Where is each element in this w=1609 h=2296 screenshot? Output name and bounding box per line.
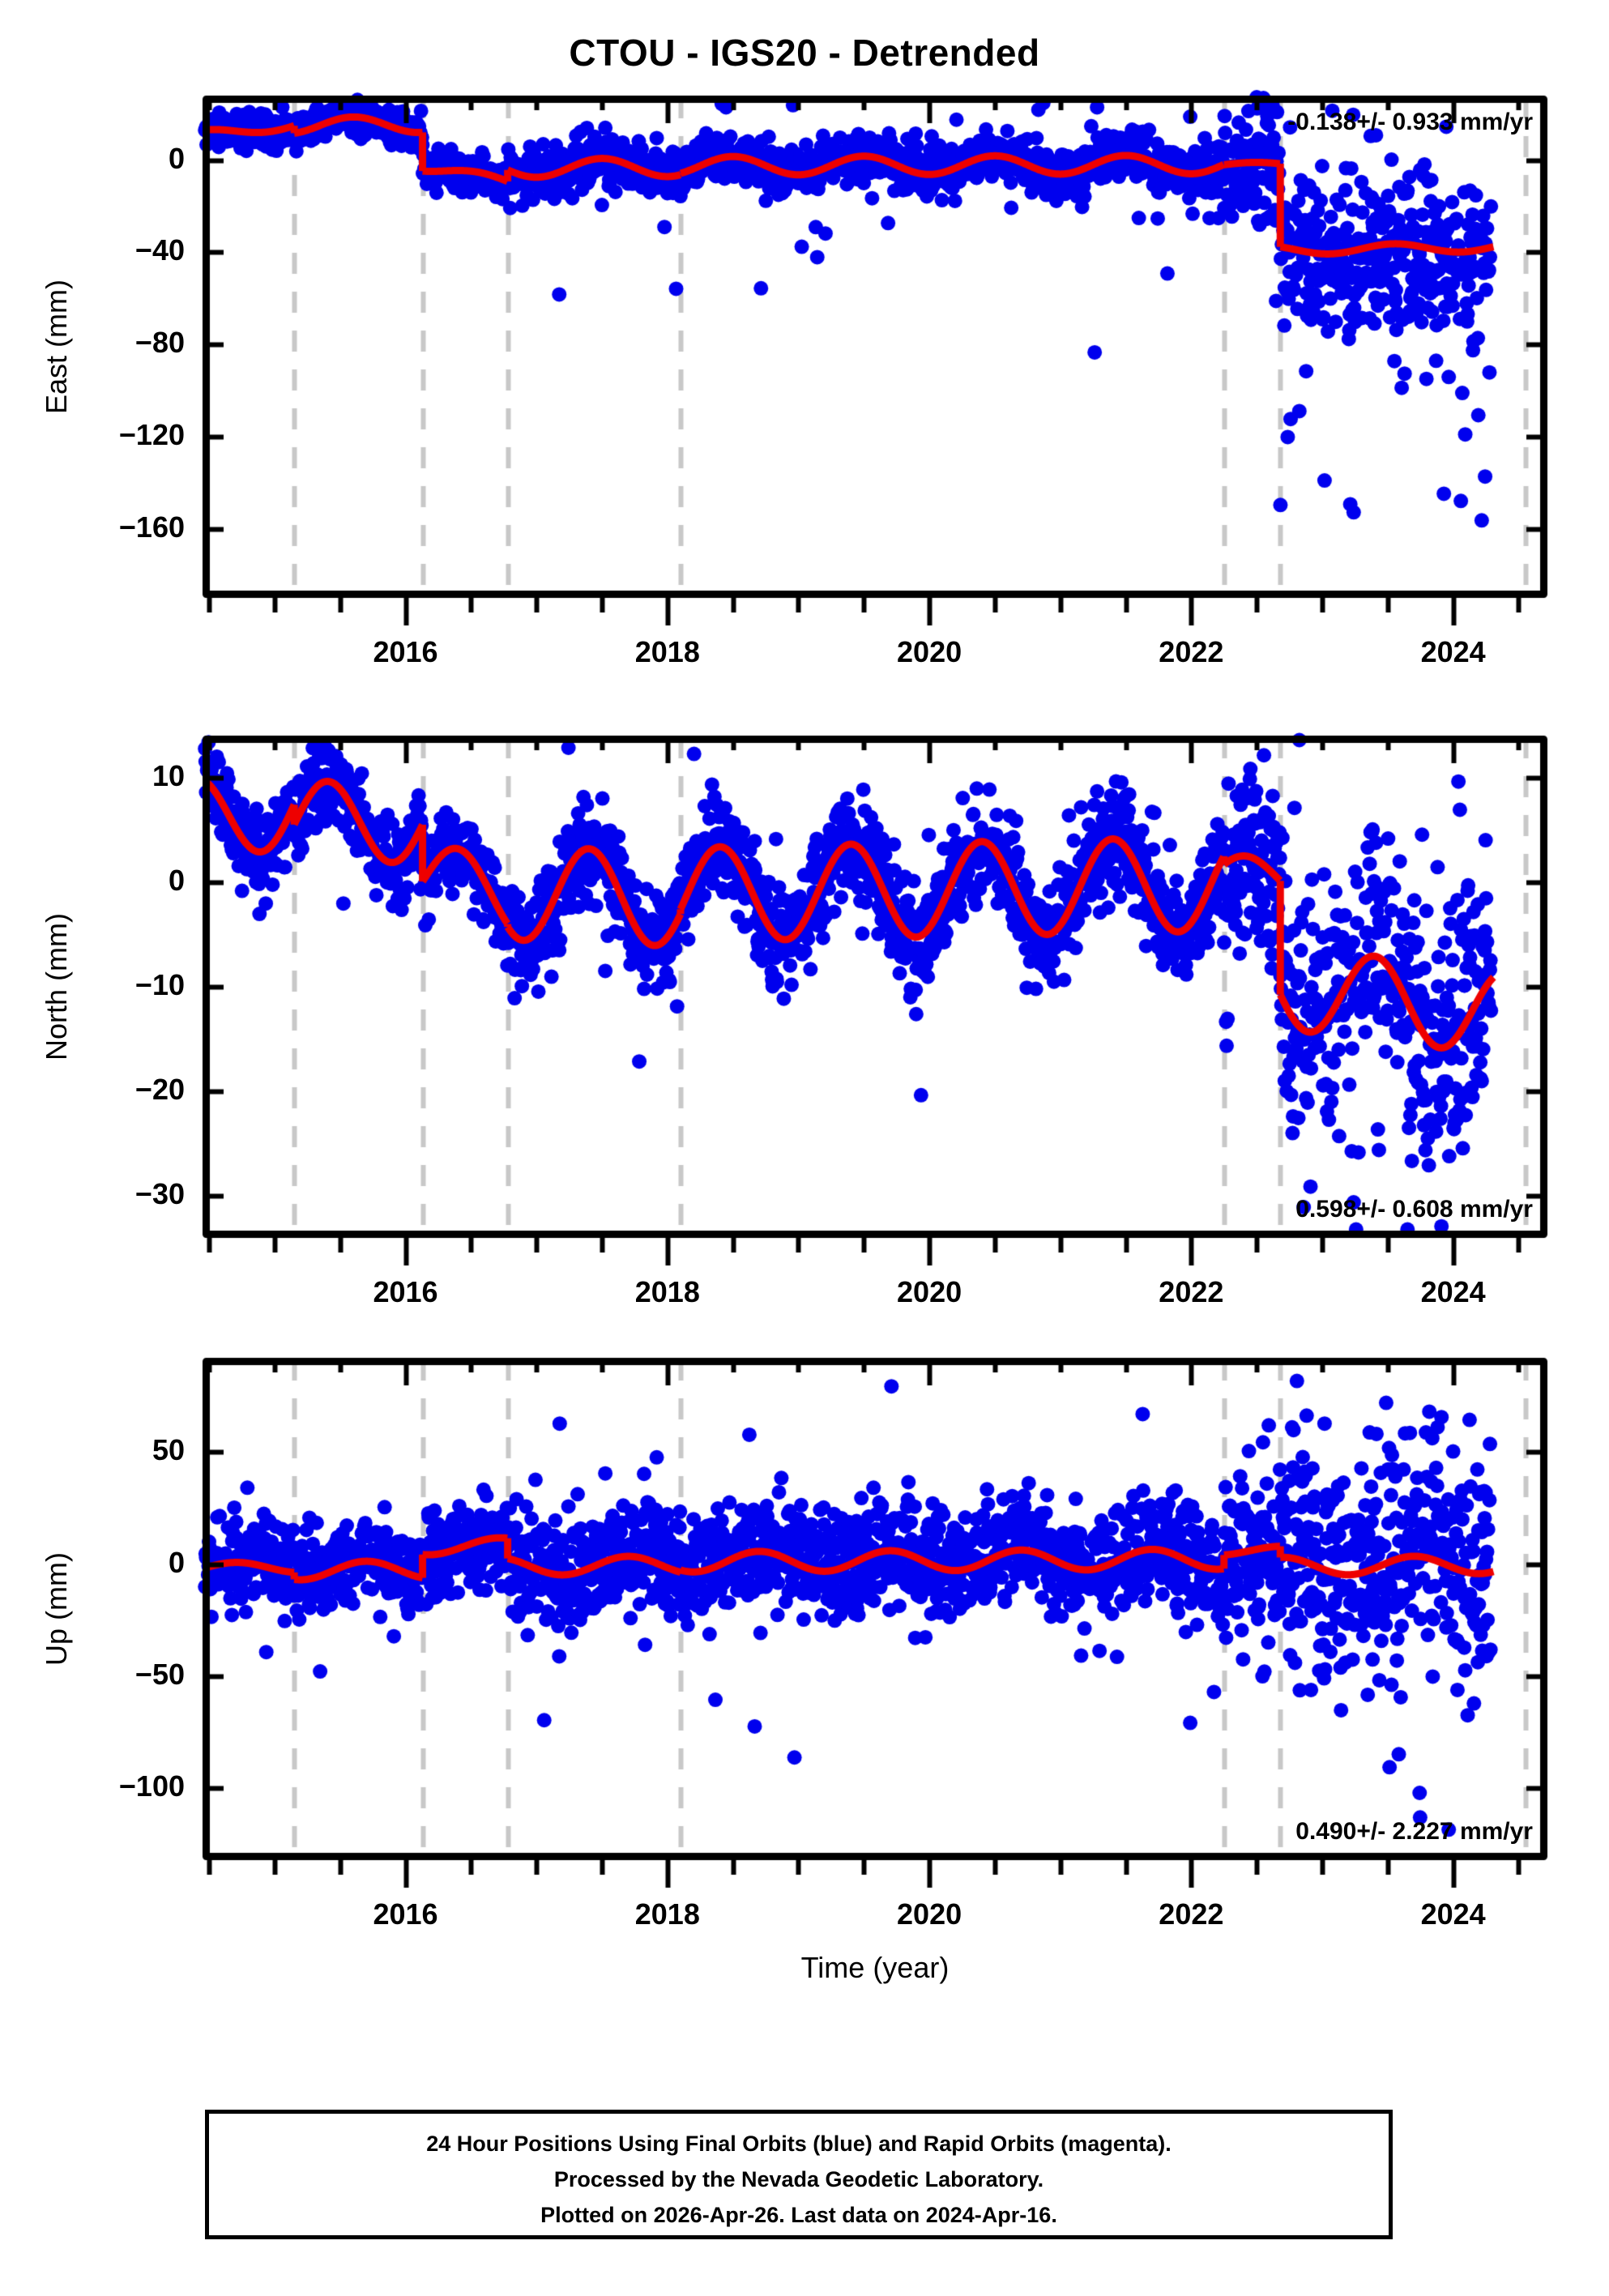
legend-line-2: Processed by the Nevada Geodetic Laborat… [553,2167,1044,2191]
y-tick-label-up-1: 0 [168,1545,185,1579]
x-tick-label-north-4: 2024 [1420,1275,1486,1308]
legend-line-3: Plotted on 2026-Apr-26. Last data on 202… [540,2203,1057,2227]
x-tick-label-up-4: 2024 [1420,1897,1486,1931]
x-tick-label-east-0: 2016 [373,635,438,668]
x-axis-label: Time (year) [800,1951,950,1984]
y-tick-label-north-3: −20 [134,1072,185,1106]
x-tick-label-north-3: 2022 [1159,1275,1224,1308]
y-axis-label-east: East (mm) [40,280,73,414]
y-axis-label-north: North (mm) [40,913,73,1061]
x-tick-label-north-0: 2016 [373,1275,438,1308]
rate-annotation-north: 0.598+/- 0.608 mm/yr [1295,1196,1533,1223]
x-tick-label-up-3: 2022 [1159,1897,1224,1931]
y-tick-label-north-4: −30 [134,1176,185,1210]
y-tick-label-north-2: −10 [134,967,185,1001]
y-tick-label-east-0: 0 [168,141,185,175]
y-tick-label-up-0: 50 [152,1432,185,1466]
legend-line-1: 24 Hour Positions Using Final Orbits (bl… [426,2132,1172,2156]
rate-annotation-up: 0.490+/- 2.227 mm/yr [1295,1818,1533,1845]
y-tick-label-east-1: −40 [134,233,185,267]
x-tick-label-east-3: 2022 [1159,635,1224,668]
x-tick-label-east-1: 2018 [634,635,700,668]
x-tick-label-north-1: 2018 [634,1275,700,1308]
y-tick-label-east-3: −120 [118,417,185,451]
x-tick-label-up-1: 2018 [634,1897,700,1931]
y-tick-label-up-3: −100 [118,1769,185,1803]
footer-legend-box: 24 Hour Positions Using Final Orbits (bl… [205,2110,1393,2239]
y-tick-label-up-2: −50 [134,1657,185,1691]
x-tick-label-north-2: 2020 [897,1275,962,1308]
page-title: CTOU - IGS20 - Detrended [569,32,1040,74]
y-tick-label-east-4: −160 [118,510,185,544]
y-tick-label-east-2: −80 [134,325,185,359]
rate-annotation-east: -0.138+/- 0.933 mm/yr [1287,109,1533,135]
x-tick-label-east-4: 2024 [1420,635,1486,668]
x-tick-label-up-0: 2016 [373,1897,438,1931]
y-tick-label-north-1: 0 [168,863,185,897]
x-tick-label-east-2: 2020 [897,635,962,668]
x-tick-label-up-2: 2020 [897,1897,962,1931]
y-axis-label-up: Up (mm) [40,1552,73,1666]
y-tick-label-north-0: 10 [152,758,185,792]
